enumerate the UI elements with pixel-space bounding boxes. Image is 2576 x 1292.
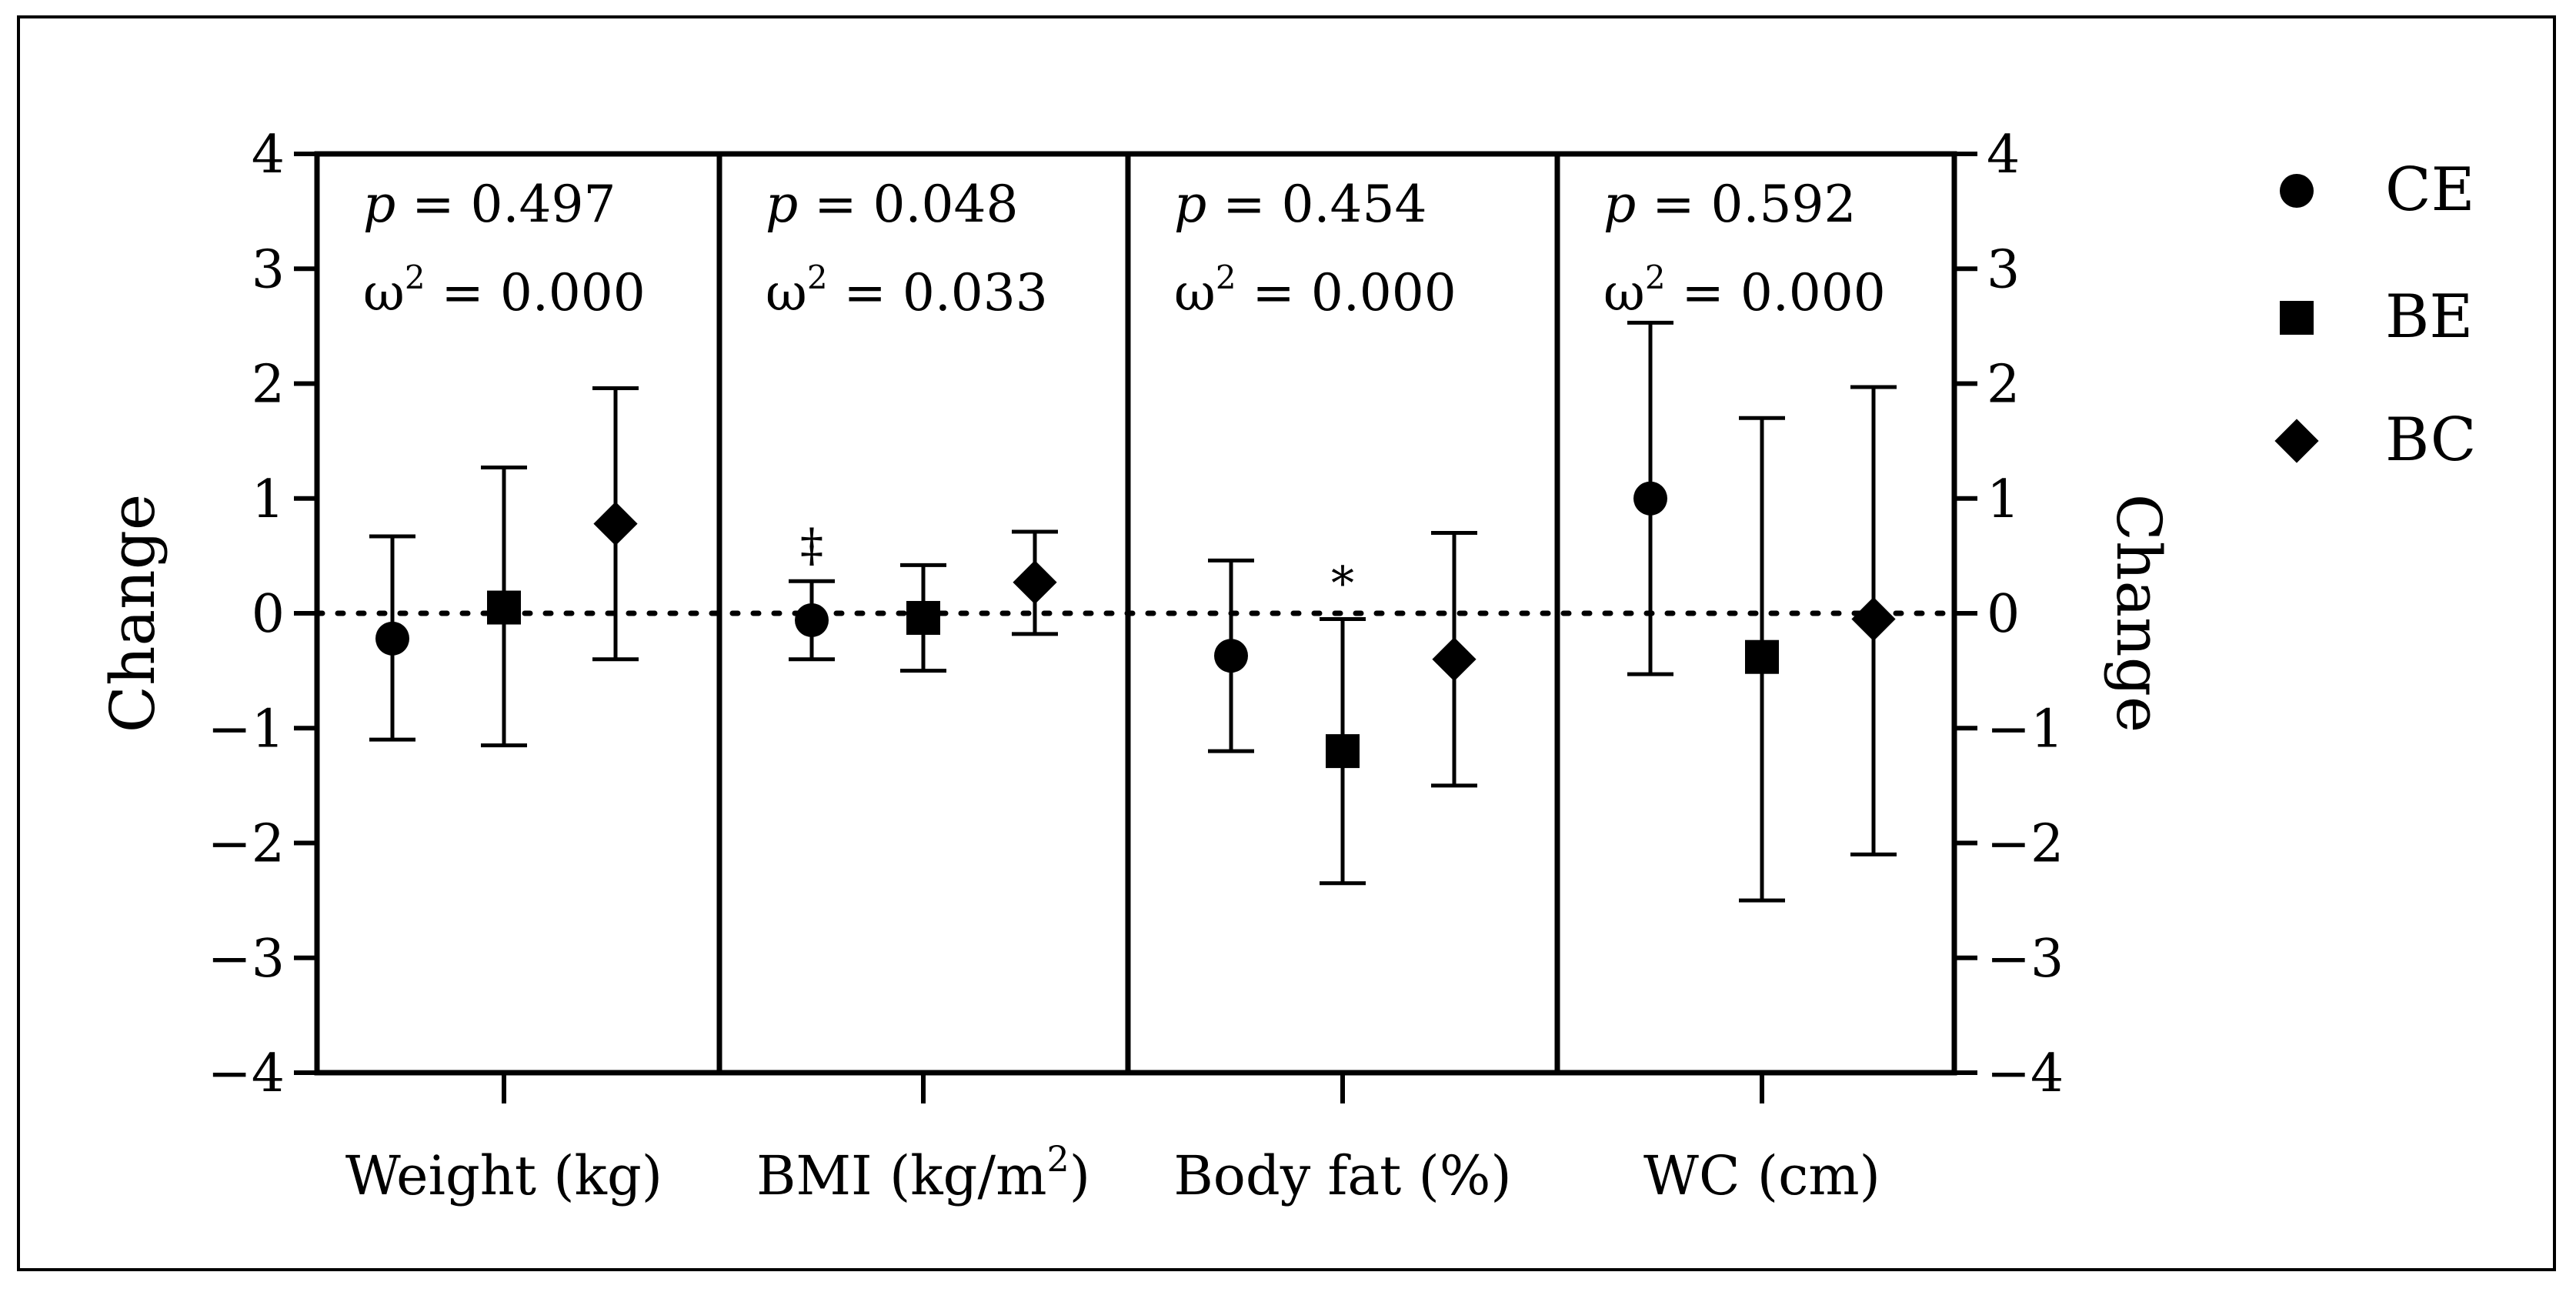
right-y-tick-label: 0 [1987,584,2020,645]
right-y-tick-label: −2 [1987,814,2064,875]
x-category-label: WC (cm) [1643,1144,1880,1207]
data-point-be [1326,734,1360,769]
omega-squared-annotation: ω2 = 0.000 [1603,259,1886,322]
p-value-annotation: p = 0.048 [766,175,1018,234]
left-y-tick-label: −4 [208,1043,285,1104]
data-point-bc [1013,560,1057,605]
x-category-label: BMI (kg/m2) [756,1138,1090,1207]
data-point-be [906,600,940,635]
x-category-label: Body fat (%) [1173,1144,1511,1207]
left-y-tick-label: −2 [208,814,285,875]
legend-label-be: BE [2385,282,2473,352]
omega-squared-annotation: ω2 = 0.000 [363,259,646,322]
right-y-tick-label: 3 [1987,239,2020,300]
legend-marker-bc [2274,419,2319,463]
left-y-tick-label: 0 [252,584,285,645]
right-y-tick-label: 2 [1987,355,2020,416]
data-point-ce [795,603,829,637]
legend-marker-be [2280,301,2314,335]
left-y-tick-label: −3 [208,929,285,990]
data-point-be [487,590,521,625]
data-point-ce [1633,481,1667,516]
p-value-annotation: p = 0.454 [1174,175,1426,234]
left-y-tick-label: −1 [208,699,285,760]
significance-mark: ‡ [800,519,823,573]
omega-squared-annotation: ω2 = 0.000 [1174,259,1457,322]
data-point-be [1745,639,1779,674]
right-y-tick-label: −4 [1987,1043,2064,1104]
right-y-tick-label: 1 [1987,469,2020,530]
figure-frame [17,15,2556,1271]
right-y-tick-label: −1 [1987,699,2064,760]
legend-label-ce: CE [2385,155,2475,225]
significance-mark: * [1331,556,1354,610]
left-y-tick-label: 1 [252,469,285,530]
p-value-annotation: p = 0.592 [1603,175,1856,234]
legend-marker-ce [2280,174,2314,208]
legend-label-bc: BC [2385,406,2476,475]
right-y-tick-label: 4 [1987,125,2020,185]
left-y-axis-title: Change [97,494,169,733]
data-point-bc [1851,596,1896,642]
p-value-annotation: p = 0.497 [363,175,616,234]
left-y-tick-label: 3 [252,239,285,300]
data-point-ce [375,621,409,656]
left-y-tick-label: 2 [252,355,285,416]
omega-squared-annotation: ω2 = 0.033 [766,259,1048,322]
data-point-ce [1214,639,1248,673]
right-y-tick-label: −3 [1987,929,2064,990]
data-point-bc [1432,637,1477,682]
x-category-label: Weight (kg) [345,1144,662,1207]
right-y-axis-title: Change [2103,494,2174,733]
data-point-bc [593,501,638,546]
left-y-tick-label: 4 [252,125,285,185]
